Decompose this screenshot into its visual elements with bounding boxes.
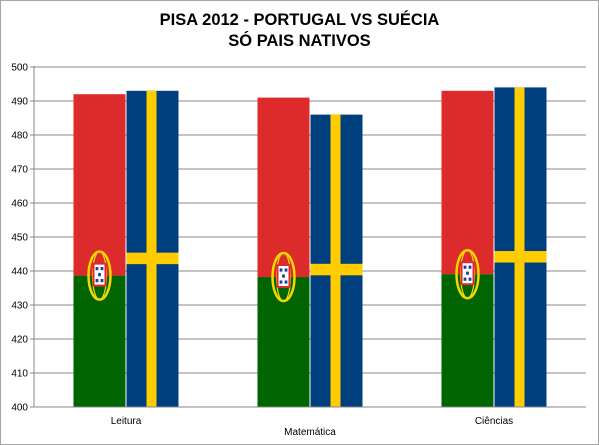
y-tick-label: 400 bbox=[11, 403, 28, 414]
shield-quina bbox=[463, 265, 467, 269]
y-tick-label: 440 bbox=[11, 267, 28, 278]
axes bbox=[33, 66, 586, 408]
shield-quina bbox=[466, 271, 469, 275]
shield-quina bbox=[95, 267, 99, 271]
portugal-green-band bbox=[73, 275, 126, 407]
y-tick-label: 450 bbox=[11, 233, 28, 244]
shield-quina bbox=[95, 279, 99, 283]
y-tick-label: 480 bbox=[11, 131, 28, 142]
bar-portugal bbox=[257, 97, 310, 407]
shield-quina bbox=[284, 268, 288, 272]
portugal-emblem-icon bbox=[87, 250, 112, 301]
bars bbox=[73, 87, 547, 408]
shield-quina bbox=[468, 265, 472, 269]
chart-subtitle: SÓ PAIS NATIVOS bbox=[228, 32, 371, 50]
bar-portugal bbox=[441, 90, 494, 407]
y-tick-label: 430 bbox=[11, 301, 28, 312]
grid-lines bbox=[30, 66, 586, 408]
y-tick-labels: 400 410 420 430 440 450 460 470 480 490 500 bbox=[11, 63, 28, 414]
sweden-cross-vertical bbox=[514, 87, 525, 408]
shield-quina bbox=[282, 274, 285, 278]
chart-title: PISA 2012 - PORTUGAL VS SUÉCIA bbox=[159, 11, 440, 29]
portugal-red-band bbox=[441, 90, 494, 275]
portugal-red-band bbox=[73, 94, 126, 276]
x-category-label: Matemática bbox=[284, 427, 336, 438]
bar-sweden bbox=[310, 114, 363, 407]
x-category-label: Ciências bbox=[475, 416, 513, 427]
sweden-cross-horizontal bbox=[126, 252, 179, 265]
chart-title-block: PISA 2012 - PORTUGAL VS SUÉCIA SÓ PAIS N… bbox=[0, 10, 599, 52]
y-tick-label: 490 bbox=[11, 97, 28, 108]
shield-quina bbox=[100, 279, 104, 283]
y-tick-label: 470 bbox=[11, 165, 28, 176]
portugal-green-band bbox=[441, 274, 494, 407]
bar-sweden bbox=[126, 90, 179, 408]
shield-quina bbox=[279, 268, 283, 272]
portugal-emblem-icon bbox=[271, 251, 296, 303]
shield-quina bbox=[284, 280, 288, 284]
x-category-labels: Leitura Matemática Ciências bbox=[111, 416, 513, 438]
y-tick-label: 410 bbox=[11, 369, 28, 380]
bar-sweden bbox=[494, 87, 547, 408]
shield-quina bbox=[468, 277, 472, 281]
portugal-green-band bbox=[257, 277, 310, 407]
y-tick-label: 500 bbox=[11, 63, 28, 74]
sweden-cross-horizontal bbox=[494, 251, 547, 263]
shield-quina bbox=[100, 267, 104, 271]
y-tick-label: 460 bbox=[11, 199, 28, 210]
portugal-red-band bbox=[257, 97, 310, 278]
shield-quina bbox=[98, 273, 101, 277]
x-category-label: Leitura bbox=[111, 416, 142, 427]
shield-quina bbox=[463, 277, 467, 281]
sweden-cross-vertical bbox=[146, 90, 157, 408]
sweden-cross-horizontal bbox=[310, 263, 363, 276]
shield-quina bbox=[279, 280, 283, 284]
y-tick-label: 420 bbox=[11, 335, 28, 346]
portugal-emblem-icon bbox=[455, 248, 480, 300]
bar-portugal bbox=[73, 94, 126, 407]
sweden-cross-vertical bbox=[330, 114, 341, 407]
